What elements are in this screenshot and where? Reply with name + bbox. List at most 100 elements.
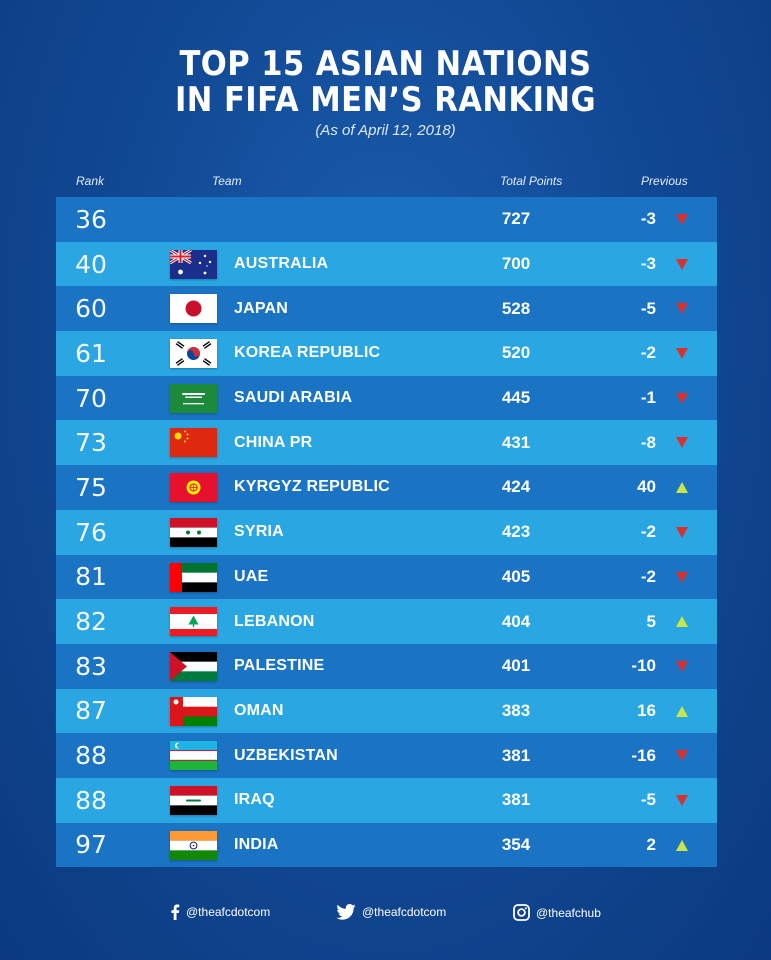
team-name: INDIA xyxy=(234,835,279,853)
facebook-icon xyxy=(171,904,180,920)
team-name: OMAN xyxy=(234,701,284,719)
previous-change: 2 xyxy=(646,834,656,854)
uae-flag xyxy=(170,562,217,592)
arrow-up-icon xyxy=(676,482,688,494)
korea-flag xyxy=(170,339,217,369)
arrow-up-icon xyxy=(676,705,688,717)
table-row: 36 727 -3 xyxy=(56,197,717,242)
table-row: 60 JAPAN 528 -5 xyxy=(56,286,717,332)
previous-change: -2 xyxy=(640,343,656,363)
title-line-2: IN FIFA MEN’S RANKING xyxy=(174,80,597,120)
header-team: Team xyxy=(212,174,242,188)
team-name: UAE xyxy=(234,567,269,585)
team-name: SAUDI ARABIA xyxy=(234,389,353,407)
team-name: SYRIA xyxy=(234,523,284,541)
total-points: 423 xyxy=(501,522,531,542)
arrow-up-icon xyxy=(676,616,688,628)
table-row: 83 PALESTINE 401 -10 xyxy=(56,643,717,689)
saudi-arabia-flag xyxy=(170,383,217,413)
instagram-link[interactable]: @theafchub xyxy=(513,904,601,921)
rank-value: 83 xyxy=(75,651,107,681)
arrow-down-icon xyxy=(676,750,688,762)
instagram-icon xyxy=(513,904,530,921)
twitter-icon xyxy=(336,904,356,920)
india-flag xyxy=(170,830,217,860)
arrow-down-icon xyxy=(676,392,688,404)
title-line-1: TOP 15 ASIAN NATIONS xyxy=(179,44,592,84)
arrow-down-icon xyxy=(676,571,688,583)
table-row: 40 AUSTRALIA 700 -3 xyxy=(56,241,717,287)
table-row: 61 KOREA REPUBLIC 520 -2 xyxy=(56,331,717,376)
total-points: 520 xyxy=(501,343,531,363)
previous-change: -2 xyxy=(640,566,656,586)
table-row: 88 UZBEKISTAN 381 -16 xyxy=(56,733,717,778)
rank-value: 88 xyxy=(75,741,107,771)
team-name: IRAQ xyxy=(234,791,275,809)
palestine-flag xyxy=(170,651,217,681)
total-points: 528 xyxy=(501,298,531,318)
team-name: LEBANON xyxy=(234,612,315,630)
rank-value: 40 xyxy=(75,249,107,279)
arrow-up-icon xyxy=(676,839,688,851)
total-points: 405 xyxy=(501,566,531,586)
rank-value: 61 xyxy=(75,338,107,368)
total-points: 401 xyxy=(501,656,531,676)
australia-flag xyxy=(170,249,217,279)
total-points: 381 xyxy=(501,790,531,810)
previous-change: -8 xyxy=(640,432,656,452)
previous-change: -2 xyxy=(640,522,656,542)
total-points: 354 xyxy=(501,834,531,854)
previous-change: 40 xyxy=(637,477,656,497)
team-name: PALESTINE xyxy=(234,657,325,675)
total-points: 700 xyxy=(501,254,531,274)
rank-value: 73 xyxy=(75,428,107,458)
china-flag xyxy=(170,428,217,458)
header-previous: Previous xyxy=(641,174,688,188)
syria-flag xyxy=(170,517,217,547)
subtitle: (As of April 12, 2018) xyxy=(315,122,456,139)
rank-value: 88 xyxy=(75,785,107,815)
arrow-down-icon xyxy=(676,526,688,538)
arrow-down-icon xyxy=(676,214,688,225)
total-points: 404 xyxy=(501,611,531,631)
header-rank: Rank xyxy=(76,174,105,188)
previous-change: -10 xyxy=(631,656,656,676)
total-points: 431 xyxy=(501,432,531,452)
arrow-down-icon xyxy=(676,437,688,449)
uzbekistan-flag xyxy=(170,741,217,771)
previous-change: 16 xyxy=(637,700,656,720)
team-name: KOREA REPUBLIC xyxy=(234,344,381,362)
previous-change: -5 xyxy=(640,298,656,318)
oman-flag xyxy=(170,696,217,726)
rank-value: 76 xyxy=(75,517,107,547)
table-row: 70 SAUDI ARABIA 445 -1 xyxy=(56,375,717,421)
arrow-down-icon xyxy=(676,303,688,315)
team-name: AUSTRALIA xyxy=(234,255,329,273)
table-row: 87 OMAN 383 16 xyxy=(56,688,717,734)
rank-value: 70 xyxy=(75,383,107,413)
header-points: Total Points xyxy=(500,174,563,188)
rank-value: 97 xyxy=(75,830,107,860)
table-row: 82 LEBANON 404 5 xyxy=(56,599,717,644)
previous-change: 5 xyxy=(646,611,656,631)
total-points: 424 xyxy=(501,477,531,497)
arrow-down-icon xyxy=(676,794,688,806)
previous-change: -3 xyxy=(640,254,656,274)
twitter-link[interactable]: @theafcdotcom xyxy=(336,904,446,920)
rank-value: 82 xyxy=(75,607,107,637)
arrow-down-icon xyxy=(676,258,688,270)
arrow-down-icon xyxy=(676,348,688,360)
arrow-down-icon xyxy=(676,660,688,672)
ranking-table: 36 727 -3 40 AUSTRALIA 700 -3 60 JAPAN 528 -5 61 KOR… xyxy=(56,197,717,868)
total-points: 727 xyxy=(501,209,531,229)
footer: @theafcdotcom @theafcdotcom @theafchub xyxy=(0,904,771,926)
team-name: KYRGYZ REPUBLIC xyxy=(234,478,390,496)
team-name: JAPAN xyxy=(234,299,289,317)
table-row: 75 KYRGYZ REPUBLIC 424 40 xyxy=(56,465,717,510)
twitter-handle: @theafcdotcom xyxy=(362,905,447,919)
facebook-link[interactable]: @theafcdotcom xyxy=(170,904,270,920)
rank-value: 81 xyxy=(75,562,107,592)
iraq-flag xyxy=(170,785,217,815)
total-points: 381 xyxy=(501,745,531,765)
rank-value: 60 xyxy=(75,294,107,324)
